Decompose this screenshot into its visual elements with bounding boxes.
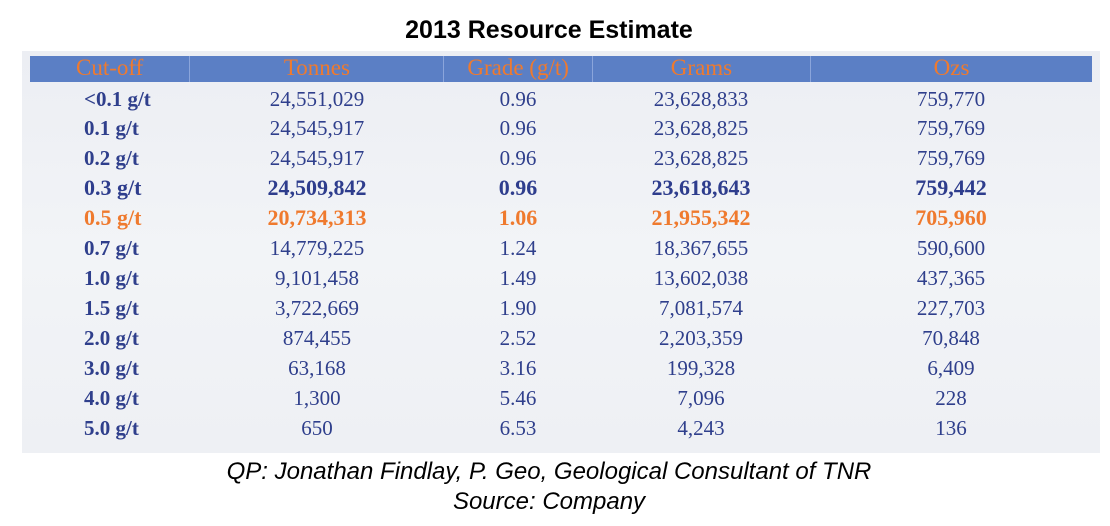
- cell-ozs: 590,600: [916, 236, 986, 260]
- qp-credit: QP: Jonathan Findlay, P. Geo, Geological…: [226, 458, 872, 485]
- cell-cutoff: 0.1 g/t: [84, 116, 139, 140]
- cell-grade: 3.16: [499, 356, 537, 380]
- cell-ozs: 759,770: [916, 87, 986, 111]
- header-grams: Grams: [593, 56, 812, 82]
- cell-cutoff: <0.1 g/t: [84, 87, 151, 111]
- header-ozs: Ozs: [933, 56, 970, 80]
- cell-tonnes: 9,101,458: [275, 266, 359, 290]
- cell-tonnes: 24,551,029: [269, 87, 365, 111]
- cell-ozs: 437,365: [916, 266, 986, 290]
- header-tonnes: Tonnes: [190, 56, 445, 82]
- cell-cutoff: 1.5 g/t: [84, 296, 139, 320]
- cell-cutoff: 4.0 g/t: [84, 386, 139, 410]
- table-header: Cut-off Tonnes Grade (g/t) Grams Ozs: [30, 56, 1092, 82]
- cell-tonnes: 20,734,313: [267, 205, 367, 230]
- cell-grams: 13,602,038: [653, 266, 749, 290]
- cell-tonnes: 874,455: [282, 326, 352, 350]
- cell-tonnes: 3,722,669: [275, 296, 359, 320]
- cell-grams: 7,096: [677, 386, 725, 410]
- table-row: 1.0 g/t 9,101,458 1.49 13,602,038 437,36…: [30, 263, 1092, 293]
- source-credit: Source: Company: [452, 488, 646, 515]
- cell-grams: 2,203,359: [659, 326, 743, 350]
- cell-grade: 1.06: [498, 205, 538, 230]
- resource-table: Cut-off Tonnes Grade (g/t) Grams Ozs <0.…: [22, 51, 1100, 453]
- cell-cutoff: 0.3 g/t: [84, 175, 142, 200]
- cell-tonnes: 24,545,917: [269, 116, 365, 140]
- cell-grade: 0.96: [498, 175, 538, 200]
- cell-grade: 2.52: [499, 326, 537, 350]
- cell-tonnes: 1,300: [293, 386, 341, 410]
- cell-grams: 23,628,833: [653, 87, 749, 111]
- page-title: 2013 Resource Estimate: [405, 16, 693, 44]
- cell-grade: 1.90: [499, 296, 537, 320]
- cell-grams: 21,955,342: [651, 205, 751, 230]
- cell-cutoff: 0.2 g/t: [84, 146, 139, 170]
- cell-cutoff: 3.0 g/t: [84, 356, 139, 380]
- cell-cutoff: 5.0 g/t: [84, 416, 139, 440]
- header-grade: Grade (g/t): [444, 56, 593, 82]
- cell-grams: 23,618,643: [651, 175, 751, 200]
- cell-cutoff: 1.0 g/t: [84, 266, 139, 290]
- table-body: <0.1 g/t 24,551,029 0.96 23,628,833 759,…: [30, 85, 1092, 443]
- cell-grams: 23,628,825: [653, 116, 749, 140]
- cell-ozs: 70,848: [922, 326, 980, 350]
- table-row-highlight: 0.3 g/t 24,509,842 0.96 23,618,643 759,4…: [30, 173, 1092, 203]
- table-row: <0.1 g/t 24,551,029 0.96 23,628,833 759,…: [30, 85, 1092, 113]
- cell-grade: 1.49: [499, 266, 537, 290]
- table-row: 0.7 g/t 14,779,225 1.24 18,367,655 590,6…: [30, 233, 1092, 263]
- cell-ozs: 705,960: [915, 205, 987, 230]
- cell-tonnes: 63,168: [288, 356, 346, 380]
- cell-ozs: 6,409: [927, 356, 975, 380]
- cell-ozs: 136: [935, 416, 967, 440]
- table-row: 2.0 g/t 874,455 2.52 2,203,359 70,848: [30, 323, 1092, 353]
- table-row: 4.0 g/t 1,300 5.46 7,096 228: [30, 383, 1092, 413]
- table-row: 5.0 g/t 650 6.53 4,243 136: [30, 413, 1092, 443]
- cell-grade: 0.96: [499, 87, 537, 111]
- table-row: 3.0 g/t 63,168 3.16 199,328 6,409: [30, 353, 1092, 383]
- cell-grade: 0.96: [499, 116, 537, 140]
- cell-tonnes: 24,509,842: [267, 175, 367, 200]
- table-row-base-case: 0.5 g/t 20,734,313 1.06 21,955,342 705,9…: [30, 203, 1092, 233]
- table-row: 0.1 g/t 24,545,917 0.96 23,628,825 759,7…: [30, 113, 1092, 143]
- cell-ozs: 227,703: [916, 296, 986, 320]
- cell-grams: 23,628,825: [653, 146, 749, 170]
- cell-grade: 6.53: [499, 416, 537, 440]
- cell-grams: 18,367,655: [653, 236, 749, 260]
- cell-grams: 7,081,574: [659, 296, 743, 320]
- cell-tonnes: 24,545,917: [269, 146, 365, 170]
- table-row: 0.2 g/t 24,545,917 0.96 23,628,825 759,7…: [30, 143, 1092, 173]
- cell-grade: 1.24: [499, 236, 537, 260]
- cell-ozs: 228: [935, 386, 967, 410]
- cell-grams: 4,243: [677, 416, 725, 440]
- cell-tonnes: 14,779,225: [269, 236, 365, 260]
- cell-cutoff: 0.7 g/t: [84, 236, 139, 260]
- cell-ozs: 759,769: [916, 146, 986, 170]
- cell-grade: 0.96: [499, 146, 537, 170]
- cell-grams: 199,328: [666, 356, 736, 380]
- cell-tonnes: 650: [301, 416, 333, 440]
- cell-ozs: 759,769: [916, 116, 986, 140]
- cell-grade: 5.46: [499, 386, 537, 410]
- header-cutoff: Cut-off: [30, 56, 191, 82]
- cell-cutoff: 2.0 g/t: [84, 326, 139, 350]
- cell-ozs: 759,442: [915, 175, 987, 200]
- table-row: 1.5 g/t 3,722,669 1.90 7,081,574 227,703: [30, 293, 1092, 323]
- cell-cutoff: 0.5 g/t: [84, 205, 142, 230]
